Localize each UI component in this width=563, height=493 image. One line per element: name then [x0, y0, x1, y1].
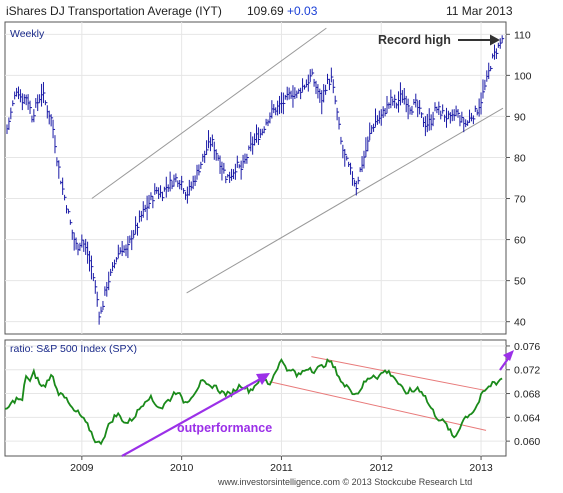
price-bars [6, 35, 505, 325]
price-trend-lines [91, 27, 504, 294]
price-ytick-80: 80 [514, 152, 526, 164]
x-axis: 2009 2010 2011 2012 2013 [70, 456, 493, 474]
price-grid [5, 22, 506, 334]
ratio-ytick-0.076: 0.076 [514, 341, 540, 353]
price-ytick-110: 110 [514, 29, 531, 41]
x-tick-2012: 2012 [370, 462, 394, 474]
price-panel [4, 21, 507, 335]
ratio-trend-line-1 [269, 381, 487, 431]
ratio-trend-lines [269, 356, 487, 431]
last-price: 109.69 [247, 4, 284, 18]
price-ytick-50: 50 [514, 276, 526, 288]
record-high-label: Record high [378, 33, 451, 47]
ratio-y-axis: 0.060 0.064 0.068 0.072 0.076 [506, 341, 540, 448]
chart-date: 11 Mar 2013 [446, 4, 513, 18]
x-tick-2010: 2010 [170, 462, 194, 474]
ratio-ytick-0.072: 0.072 [514, 365, 540, 377]
price-trend-line-1 [186, 107, 504, 294]
price-panel-label: Weekly [10, 28, 45, 40]
price-change: +0.03 [287, 4, 318, 18]
price-ytick-100: 100 [514, 70, 532, 82]
ratio-ytick-0.060: 0.060 [514, 436, 540, 448]
price-y-axis: 40 50 60 70 80 90 100 110 [506, 29, 532, 329]
outperformance-arrow [121, 373, 270, 457]
ratio-panel [4, 339, 507, 457]
chart-title: iShares DJ Transportation Average (IYT) [6, 4, 222, 18]
price-ytick-40: 40 [514, 317, 526, 329]
outperformance-label: outperformance [177, 421, 272, 435]
price-trend-line-0 [91, 27, 327, 199]
ratio-series-line [4, 357, 503, 446]
price-ytick-70: 70 [514, 194, 526, 206]
ratio-trend-line-0 [311, 356, 487, 392]
x-tick-2013: 2013 [469, 462, 493, 474]
ratio-up-arrow [499, 350, 514, 371]
x-tick-2011: 2011 [270, 462, 293, 474]
ratio-ytick-0.068: 0.068 [514, 389, 540, 401]
price-ytick-90: 90 [514, 111, 526, 123]
x-tick-2009: 2009 [70, 462, 94, 474]
ratio-panel-label: ratio: S&P 500 Index (SPX) [10, 343, 137, 355]
record-high-arrow [458, 34, 500, 46]
ratio-grid [5, 340, 506, 456]
ratio-ytick-0.064: 0.064 [514, 412, 540, 424]
footer-credit: www.investorsintelligence.com © 2013 Sto… [217, 477, 472, 487]
price-ytick-60: 60 [514, 235, 526, 247]
